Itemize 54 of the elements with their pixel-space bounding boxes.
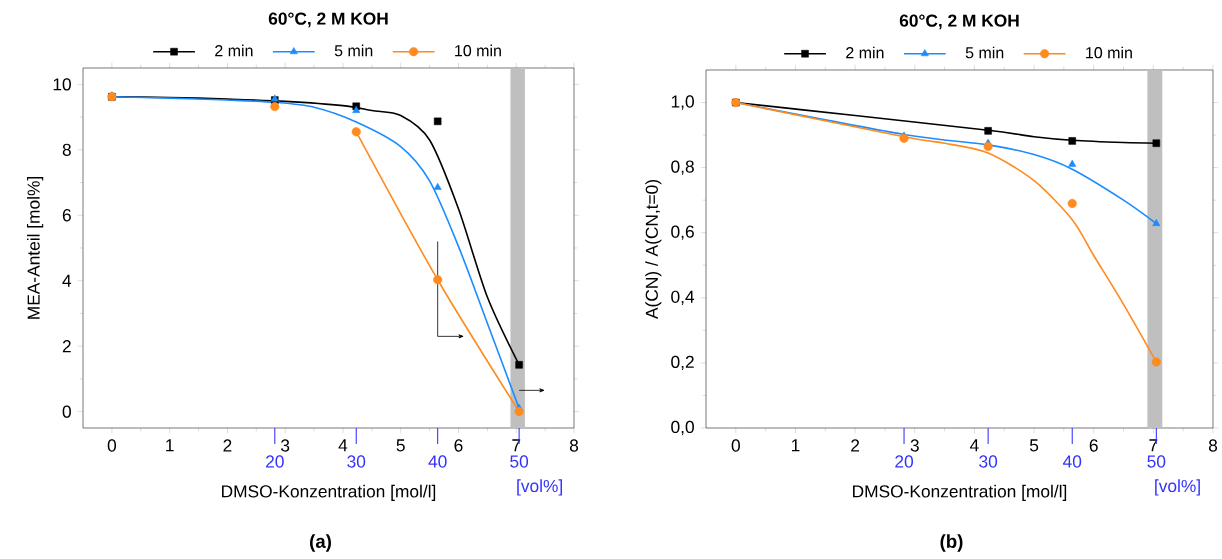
x-tick-label: 6: [1089, 439, 1098, 452]
x2-tick-label: 20: [895, 455, 914, 468]
legend-label: 10 min: [1086, 46, 1132, 59]
x-tick-label: 5: [1029, 439, 1039, 452]
x2-axis-title: [vol%]: [517, 479, 562, 496]
x2-axis-title: [vol%]: [1155, 479, 1200, 496]
x-tick-label: 1: [166, 439, 174, 452]
x-tick-label: 2: [223, 439, 232, 452]
y-tick-label: 4: [62, 274, 72, 287]
y-tick-label: 0,2: [671, 355, 694, 371]
x-tick-label: 8: [1208, 439, 1218, 452]
y-tick-label: 0: [62, 405, 71, 418]
legend-label: 5 min: [965, 46, 1004, 59]
x2-tick-label: 30: [347, 455, 366, 468]
x-tick-label: 8: [569, 439, 579, 452]
x-tick-label: 5: [396, 439, 405, 452]
y-tick-label: 0,4: [671, 290, 695, 305]
x-axis-title: DMSO-Konzentration [mol/l]: [853, 484, 1067, 501]
x-tick-label: 6: [454, 439, 463, 452]
x-axis-title: DMSO-Konzentration [mol/l]: [222, 484, 436, 501]
text: (a): [310, 534, 331, 552]
y-axis-title: A(CN) / A(CN,t=0): [645, 180, 662, 320]
y-tick-label: 0,6: [671, 225, 694, 240]
chart-title: 60°C, 2 M KOH: [268, 12, 388, 28]
x2-tick-label: 40: [428, 455, 447, 468]
legend-label: 5 min: [334, 44, 373, 57]
y-tick-label: 2: [62, 340, 71, 353]
x-tick-label: 4: [969, 439, 979, 452]
x-tick-label: 1: [791, 439, 800, 452]
x-tick-label: 0: [731, 439, 740, 452]
y-tick-label: 0,0: [671, 420, 694, 436]
x-tick-label: 7: [512, 439, 521, 452]
text: (b): [940, 534, 963, 552]
y-tick-label: 8: [62, 143, 71, 156]
x2-tick-label: 50: [1147, 455, 1166, 468]
x-tick-label: 7: [1149, 439, 1158, 452]
legend-label: 2 min: [846, 46, 884, 59]
x-tick-label: 3: [910, 439, 919, 452]
y-tick-label: 6: [62, 209, 71, 222]
x-tick-label: 4: [338, 439, 348, 452]
legend-label: 2 min: [215, 44, 253, 57]
chart-title: 60°C, 2 M KOH: [899, 14, 1019, 30]
x2-tick-label: 30: [979, 455, 998, 468]
y-axis-title: MEA-Anteil [mol%]: [27, 177, 44, 319]
y-tick-label: 0,8: [671, 160, 694, 175]
x2-tick-label: 50: [510, 455, 529, 468]
x-tick-label: 2: [851, 439, 860, 452]
x2-tick-label: 20: [266, 455, 284, 468]
legend-label: 10 min: [455, 44, 501, 57]
x2-tick-label: 40: [1062, 455, 1082, 468]
y-tick-label: 1,0: [671, 95, 694, 110]
x-tick-label: 3: [281, 439, 290, 452]
x-tick-label: 0: [107, 439, 117, 452]
y-tick-label: 10: [53, 78, 71, 91]
